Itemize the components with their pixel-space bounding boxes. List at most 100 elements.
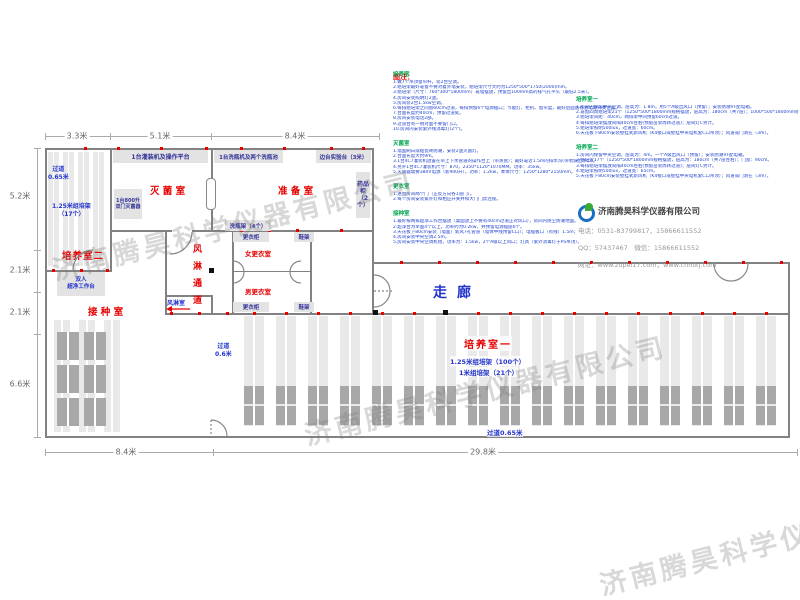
legend-note-line: 3.每排组培架摆放间隔40cm左右(预留苗架周转过道)；层间灯C另计。	[576, 163, 717, 169]
wall-segment	[45, 436, 790, 438]
fixture-dot	[106, 269, 109, 272]
fixture-dot	[765, 312, 768, 315]
fixture-dot	[701, 312, 704, 315]
watermark-text: 济南腾昊科学仪器有限公司	[596, 481, 800, 600]
legend-right-column: 培养室一 1.房间内保留中央空调，层高为：1.8m，用5个A级出风口（预留）；安装…	[576, 95, 798, 186]
fixture-dot	[573, 312, 576, 315]
rack-shelf-block	[404, 386, 424, 404]
legend-note-line: 1.进出房间两个门（正反方向各1道门）。	[393, 192, 475, 198]
legend-note-line: 4.每排组培架摆放间隔40cm左右(预留苗架周转过道)；层间灯C另计。	[576, 120, 717, 126]
company-name: 济南腾昊科学仪器有限公司	[598, 206, 701, 217]
legend-note-line: 1.做7个吊顶窗帘杆，装2台空调。	[393, 80, 462, 85]
legend-section-header: 灭菌室	[393, 141, 410, 148]
dim-left-4: 6.6米	[7, 378, 33, 390]
fixture-dot	[340, 229, 343, 232]
wall-segment	[45, 148, 374, 150]
room-label-women-changing: 女更衣室	[245, 250, 271, 258]
aisle-room1-left-line2: 0.6米	[215, 351, 232, 358]
fixture-dot	[704, 261, 707, 264]
fixture-dot	[226, 312, 229, 315]
sterilizer-door	[206, 178, 216, 210]
fixture-dot	[666, 261, 669, 264]
racks-room2-label: 1.25米组培架 （17个）	[52, 203, 91, 219]
wall-segment	[45, 270, 112, 272]
legend-left-column: 培养室 1.做7个吊顶窗帘杆，装2台空调。 2.组培架最好靠窗不要对着外墙安装，组培…	[393, 70, 661, 252]
legend-section-header: 培养室	[393, 72, 410, 78]
wall-segment	[165, 295, 213, 297]
fixture-dot	[84, 147, 87, 150]
fixture-dot	[742, 261, 745, 264]
medicine-cabinet: 药品柜（2个）	[356, 172, 370, 218]
legend-note-line: 3.天花板下80cm安装（墙面）新风7孔管道（墙体中线预留C口）；电插板口（有线…	[393, 229, 579, 235]
bench-block	[84, 365, 106, 393]
rack-shelf-block	[724, 406, 744, 425]
rack-shelf-block	[244, 386, 264, 404]
wall-segment	[232, 271, 312, 272]
fixture-dot	[476, 261, 479, 264]
legend-note-line: 5.灭菌器需要380V电源（新900升），功率：1.2kw，本体尺寸：1250*…	[393, 169, 576, 175]
legend-section: 接种室 1.最好按两排超净工作台摆放（桌面放上不要有40cm过道正对风口），房间内…	[393, 209, 661, 245]
legend-note-line: 7.台面长度约40cm，预留过道处。	[393, 111, 464, 117]
legend-note-line: 1.最好按两排超净工作台摆放（桌面放上不要有40cm过道正对风口），房间内防尘防…	[393, 219, 579, 225]
aisle-room1-bottom-label: 过道0.65米	[487, 427, 523, 437]
legend-note-line: 6.每排组培架之间留60cm过道，每排预留6个电源插口；节能灯、柜机、窗帘盒，最…	[393, 106, 620, 112]
clean-bench-label-1: 双人	[75, 277, 87, 283]
pivot-dot	[209, 268, 214, 273]
fixture-dot	[349, 312, 352, 315]
fixture-dot	[160, 147, 163, 150]
clean-bench: 双人 超净工作台	[57, 272, 105, 296]
rack-shelf-block	[660, 386, 680, 404]
dim-top-3: 8.4米	[282, 130, 308, 142]
rack-shelf-block	[692, 406, 712, 425]
legend-note-line: 2.台面长度大约9m。	[393, 154, 437, 160]
racks-room1-label-b: 1米组培架（21个）	[459, 367, 519, 377]
legend-section-header: 培养室一	[576, 97, 599, 103]
fixture-dot	[477, 312, 480, 315]
legend-note-line: 6.天花板下80cm安装壁挂式新风机（K4接口或壁挂中央电机套C口吊顶）；风道或…	[576, 131, 772, 137]
rack-shelf-block	[468, 406, 488, 425]
legend-section-header: 接种室	[393, 211, 410, 218]
room-label-room2: 培养室二	[62, 251, 105, 262]
bottle-washer-bench: 1台洗瓶机及两个洗瓶池	[214, 150, 283, 163]
legend-note-line: 5.组培架照明500lux，过道宽：60cm。	[576, 125, 658, 131]
fixture-dot	[637, 312, 640, 315]
dim-bottom-2: 29.8米	[468, 446, 498, 458]
wall-segment	[110, 148, 112, 272]
legend-note-line: 4.另外1台4C7灌装机尺寸：870，2350*1120*1070MM。功率：3…	[393, 164, 544, 170]
rack-shelf-block	[468, 386, 488, 404]
rack-shelf-block	[308, 406, 328, 425]
aisle-room2-line1: 过道	[52, 166, 65, 173]
pivot-dot	[443, 310, 448, 315]
racks-room1-label-a: 1.25米组培架（100个）	[450, 356, 526, 366]
rack-shelf-block	[436, 406, 456, 425]
legend-title: 图注：	[393, 73, 414, 81]
fixture-dot	[170, 312, 173, 315]
fixture-dot	[317, 312, 320, 315]
legend-note-line: 4.房间安装照明灯2盏。	[393, 95, 441, 101]
legend-note-line: 3.1台4C7灌装机放置在带上下水管道的操作台上（带蒸盘）；最好靠近1.5m的排…	[393, 159, 598, 165]
legend-section: 培养室 1.做7个吊顶窗帘杆，装2台空调。 2.组培架最好靠窗不要对着外墙安装，组培…	[393, 70, 661, 132]
fixture-dot	[413, 312, 416, 315]
rack-strip	[63, 152, 74, 266]
fixture-dot	[780, 261, 783, 264]
dim-top-2: 5.1米	[147, 130, 173, 142]
rack-shelf-block	[244, 406, 264, 425]
legend-note-line: 2.超净台为单面4个以上，功率约为0.2kw，并预留电源插座6个。	[393, 224, 525, 230]
rack-strip	[104, 320, 120, 432]
aisle-room1-left-line1: 过道	[217, 343, 230, 350]
rack-shelf-block	[628, 386, 648, 404]
rack-shelf-block	[660, 406, 680, 425]
door-arc-changing-2	[289, 260, 302, 284]
fixture-dot	[605, 312, 608, 315]
door-arc-sterilization	[169, 231, 193, 255]
wardrobe-bottom: 更衣柜	[233, 302, 269, 312]
wall-segment	[211, 206, 213, 232]
corridor-label: 走廊	[433, 285, 481, 301]
room-label-men-changing: 男更衣室	[245, 288, 271, 296]
legend-section-header: 更衣室	[393, 184, 410, 191]
rack-strip	[78, 152, 89, 266]
wall-segment	[211, 148, 213, 179]
legend-note-line: 2.靠窗四周组培架21个（1250*500*1800mm规格摆放，层高为：180…	[576, 110, 798, 116]
company-logo-icon	[578, 203, 595, 222]
legend-note-line: 4.房间安装中央空调2.5m。	[393, 235, 450, 241]
